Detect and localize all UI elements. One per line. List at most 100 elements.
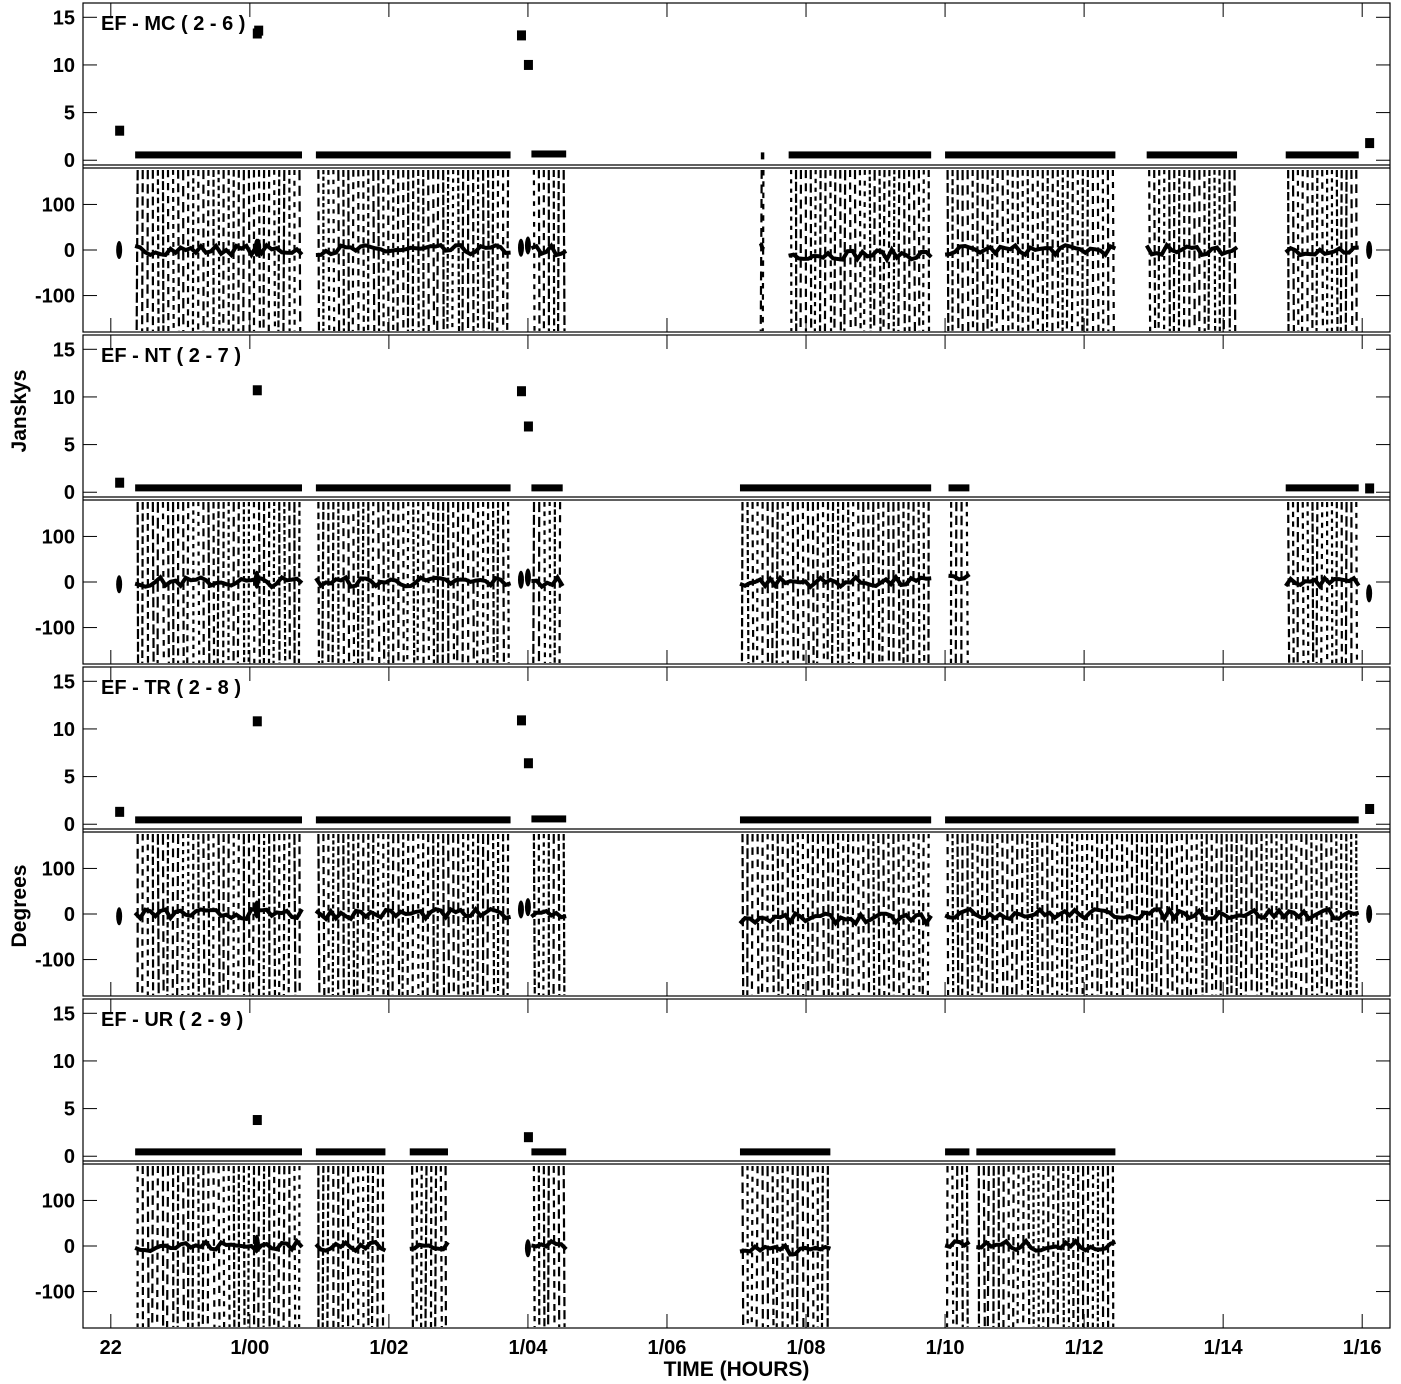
amplitude-tick-label: 5 [64, 767, 75, 789]
scan-segment [133, 816, 304, 996]
phase-wrap-points [212, 1165, 216, 1328]
phase-wrap-points [151, 1165, 154, 1328]
phase-wrap-points [552, 1165, 556, 1328]
amplitude-points [135, 484, 302, 492]
amplitude-points [135, 816, 302, 824]
phase-trace [315, 242, 511, 257]
phase-tick-label: 0 [64, 1236, 75, 1258]
amplitude-points [945, 816, 1359, 824]
phase-wrap-points [821, 501, 825, 664]
phase-trace [134, 242, 304, 259]
scan-segment [948, 484, 971, 664]
phase-wrap-points [482, 169, 485, 332]
amplitude-tick-label: 5 [64, 435, 75, 457]
x-tick-label: 1/16 [1343, 1337, 1382, 1359]
amplitude-points [531, 1148, 567, 1156]
amplitude-tick-label: 15 [53, 1003, 75, 1025]
phase-point [524, 898, 531, 917]
phase-wrap-points [326, 1165, 330, 1328]
phase-point [253, 1234, 260, 1253]
phase-wrap-points [427, 501, 430, 664]
y-axis-title-degrees: Degrees [8, 865, 31, 948]
phase-trace [944, 1239, 971, 1250]
amplitude-points [739, 1148, 831, 1156]
phase-wrap-points [839, 169, 842, 332]
phase-trace [738, 910, 933, 928]
phase-tick-label: 0 [64, 240, 75, 262]
x-tick-label: 1/08 [787, 1337, 826, 1359]
panel-data [115, 25, 1375, 332]
phase-wrap-points [372, 169, 376, 332]
phase-wrap-points [1120, 833, 1124, 996]
scan-segment [944, 816, 1360, 996]
phase-wrap-points [321, 1165, 325, 1328]
phase-wrap-points [960, 1165, 964, 1328]
phase-wrap-points [1194, 833, 1198, 996]
phase-wrap-points [156, 169, 160, 332]
phase-wrap-points [750, 833, 754, 996]
phase-wrap-points [186, 501, 190, 664]
phase-wrap-points [456, 501, 460, 664]
scan-segment [758, 152, 765, 332]
phase-wrap-points [811, 833, 815, 996]
phase-wrap-points [436, 169, 440, 332]
phase-wrap-points [1070, 169, 1074, 332]
phase-trace [314, 574, 512, 589]
amplitude-points [739, 484, 932, 492]
amplitude-point [1365, 803, 1375, 814]
baseline-panel: 0 5 10 15 -100 0 100 EF - TR ( 2 - 8 ) [35, 666, 1391, 997]
amplitude-tick-label: 10 [53, 387, 75, 409]
phase-trace [531, 1238, 568, 1251]
phase-trace [314, 906, 512, 922]
scan-segment [944, 1148, 971, 1328]
y-axis-title-janskys: Janskys [8, 370, 31, 453]
phase-wrap-points [833, 169, 837, 332]
panel-title: EF - MC ( 2 - 6 ) [101, 13, 245, 35]
phase-wrap-points [980, 833, 984, 996]
phase-trace [531, 573, 565, 590]
x-tick-label: 22 [100, 1337, 122, 1359]
phase-wrap-points [216, 501, 220, 664]
amplitude-point [254, 25, 264, 36]
phase-wrap-points [946, 169, 950, 332]
phase-point [524, 236, 531, 255]
phase-wrap-points [182, 1165, 185, 1328]
scan-segment [1144, 151, 1239, 332]
phase-wrap-points [251, 833, 256, 996]
phase-wrap-points [756, 833, 760, 996]
phase-wrap-points [965, 1165, 969, 1328]
amplitude-point [115, 477, 125, 488]
phase-wrap-points [926, 833, 930, 996]
amplitude-points [531, 484, 563, 492]
amplitude-points [760, 152, 765, 160]
phase-trace [788, 245, 933, 264]
amplitude-points [315, 484, 511, 492]
phase-trace [409, 1241, 450, 1252]
scan-segment [531, 1148, 568, 1328]
phase-wrap-points [1344, 169, 1348, 332]
phase-wrap-points [491, 833, 496, 996]
scan-segment [739, 484, 932, 664]
amplitude-points [315, 1148, 386, 1156]
phase-wrap-points [342, 501, 345, 664]
x-tick-label: 1/12 [1065, 1337, 1104, 1359]
phase-wrap-points [740, 501, 744, 664]
phase-wrap-points [771, 833, 775, 996]
phase-wrap-points [447, 833, 451, 996]
scan-segment [314, 1148, 387, 1328]
phase-wrap-points [912, 169, 916, 332]
phase-wrap-points [1207, 169, 1211, 332]
phase-wrap-points [283, 501, 287, 664]
panel-data [115, 385, 1375, 664]
phase-tick-label: -100 [35, 950, 75, 972]
phase-wrap-points [1180, 833, 1184, 996]
phase-wrap-points [442, 833, 446, 996]
phase-wrap-points [813, 169, 817, 332]
phase-wrap-points [176, 833, 180, 996]
x-axis-title: TIME (HOURS) [664, 1358, 810, 1381]
amplitude-tick-label: 10 [53, 55, 75, 77]
amplitude-point [252, 1115, 262, 1126]
amplitude-points [945, 151, 1116, 159]
phase-wrap-points [282, 1165, 286, 1328]
phase-trace [976, 1237, 1117, 1253]
